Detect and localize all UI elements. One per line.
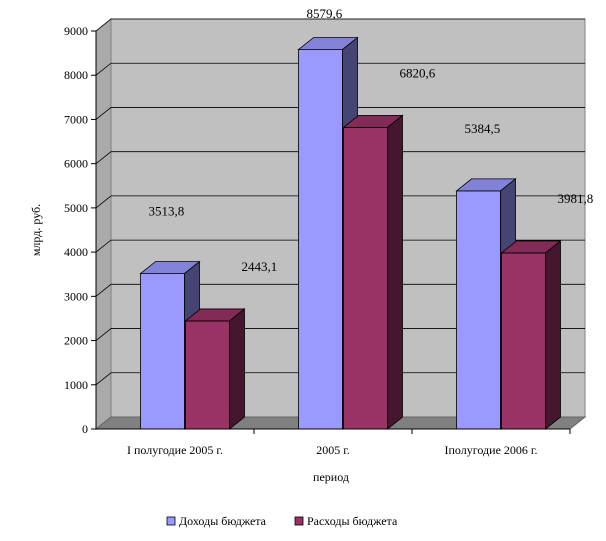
y-tick-label: 9000 bbox=[64, 24, 88, 38]
bar-side bbox=[387, 114, 403, 430]
chart-bars bbox=[139, 36, 562, 430]
gridline bbox=[95, 239, 585, 253]
bar-front bbox=[298, 49, 343, 430]
gridline bbox=[95, 107, 585, 120]
data-label: 2443,1 bbox=[242, 259, 278, 274]
legend-label-income: Доходы бюджета bbox=[179, 514, 267, 528]
bar-side bbox=[545, 240, 561, 430]
data-label: 5384,5 bbox=[465, 121, 501, 136]
chart-gridlines bbox=[95, 18, 585, 386]
y-tick-label: 1000 bbox=[64, 378, 88, 392]
y-axis: 0 1000 2000 3000 4000 5000 6000 7000 8000 9000 bbox=[64, 24, 97, 436]
data-label: 3513,8 bbox=[149, 204, 185, 219]
bar-front bbox=[501, 252, 546, 430]
y-tick-label: 5000 bbox=[64, 201, 88, 215]
x-tick-label: I полугодие 2005 г. bbox=[127, 443, 223, 457]
data-label: 6820,6 bbox=[400, 65, 436, 80]
bar-front bbox=[185, 320, 230, 430]
x-axis: I полугодие 2005 г. 2005 г. Iполугодие 200… bbox=[96, 428, 571, 457]
y-tick-label: 3000 bbox=[64, 289, 88, 303]
legend-label-expense: Расходы бюджета bbox=[307, 514, 398, 528]
x-axis-title: период bbox=[313, 470, 349, 484]
bar-side bbox=[229, 308, 245, 430]
legend-swatch-income bbox=[166, 516, 176, 526]
gridline bbox=[95, 62, 585, 76]
gridline bbox=[95, 328, 585, 341]
bar-front bbox=[140, 273, 185, 430]
bar-front bbox=[343, 126, 388, 430]
gridline bbox=[95, 283, 585, 297]
data-labels: 3513,8 2443,1 8579,6 6820,6 5384,5 3981,8 bbox=[149, 6, 594, 274]
y-tick-label: 4000 bbox=[64, 245, 88, 259]
data-label: 3981,8 bbox=[558, 191, 594, 206]
legend-swatch-expense bbox=[294, 516, 304, 526]
legend: Доходы бюджета Расходы бюджета bbox=[166, 514, 398, 528]
y-tick-label: 0 bbox=[82, 422, 88, 436]
gridline bbox=[95, 151, 585, 164]
data-label: 8579,6 bbox=[307, 6, 343, 21]
gridline bbox=[95, 195, 585, 209]
y-tick-label: 8000 bbox=[64, 68, 88, 82]
gridline bbox=[95, 372, 585, 386]
x-tick-label: 2005 г. bbox=[316, 443, 350, 457]
bar-front bbox=[456, 190, 501, 430]
y-axis-title: млрд. руб. bbox=[29, 204, 43, 256]
y-tick-label: 6000 bbox=[64, 157, 88, 171]
y-tick-label: 2000 bbox=[64, 334, 88, 348]
x-tick-label: Iполугодие 2006 г. bbox=[445, 443, 538, 457]
y-tick-label: 7000 bbox=[64, 112, 88, 126]
gridline bbox=[95, 18, 585, 32]
side-wall bbox=[95, 17, 112, 431]
